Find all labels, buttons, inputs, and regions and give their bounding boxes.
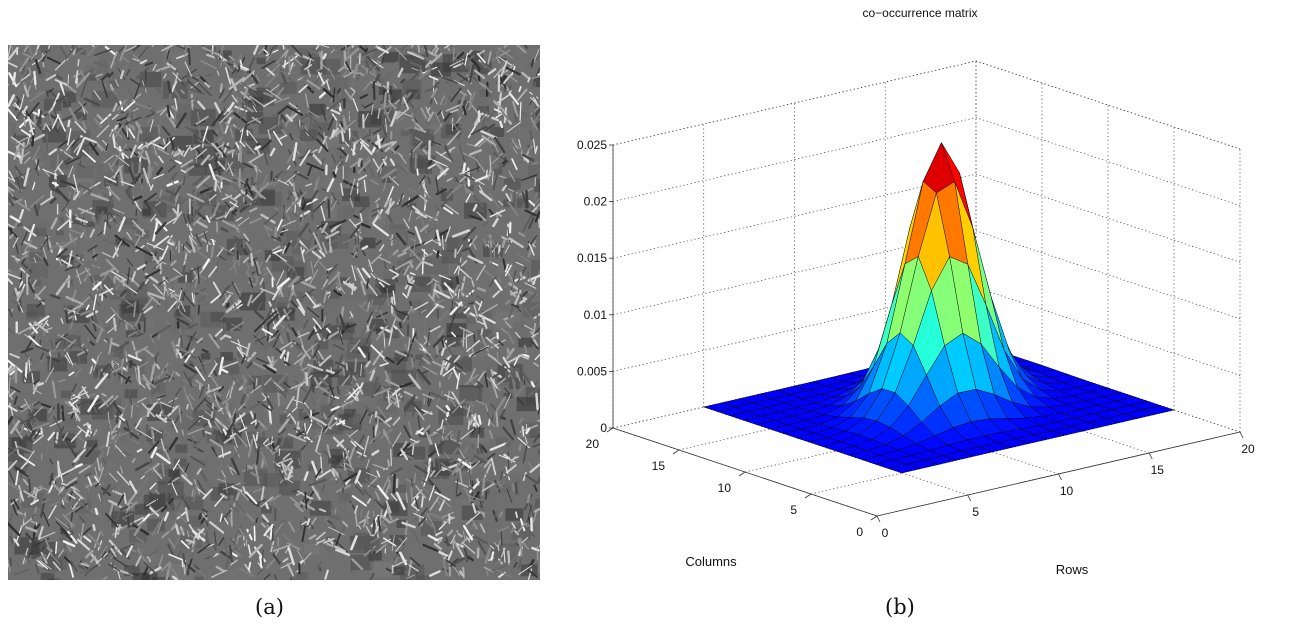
y-tick-label: 15 xyxy=(652,459,666,473)
z-tick-label: 0.005 xyxy=(577,364,607,378)
chart-title: co−occurrence matrix xyxy=(862,6,977,20)
y-tick-label: 10 xyxy=(718,481,732,495)
z-tick-label: 0.025 xyxy=(577,138,607,152)
grass-texture-image xyxy=(8,45,540,580)
z-tick-label: 0 xyxy=(600,421,607,435)
y-tick-label: 5 xyxy=(790,503,797,517)
z-tick-label: 0.015 xyxy=(577,251,607,265)
z-tick-label: 0.02 xyxy=(584,195,608,209)
x-tick-label: 10 xyxy=(1060,484,1074,498)
caption-a: (a) xyxy=(255,595,284,619)
x-axis-label: Rows xyxy=(1056,562,1089,577)
y-tick-label: 0 xyxy=(856,525,863,539)
caption-b: (b) xyxy=(885,595,915,619)
y-axis-label: Columns xyxy=(685,554,737,569)
x-tick-label: 15 xyxy=(1151,463,1165,477)
x-tick-label: 0 xyxy=(882,526,889,540)
x-tick-label: 5 xyxy=(972,505,979,519)
surface-patch xyxy=(887,464,921,474)
y-tick-label: 20 xyxy=(586,437,600,451)
z-tick-label: 0.01 xyxy=(584,308,608,322)
x-tick-label: 20 xyxy=(1241,442,1255,456)
cooccurrence-surface-plot: 00.0050.010.0150.020.0250510152005101520… xyxy=(577,6,1255,577)
texture-strokes xyxy=(8,45,540,580)
